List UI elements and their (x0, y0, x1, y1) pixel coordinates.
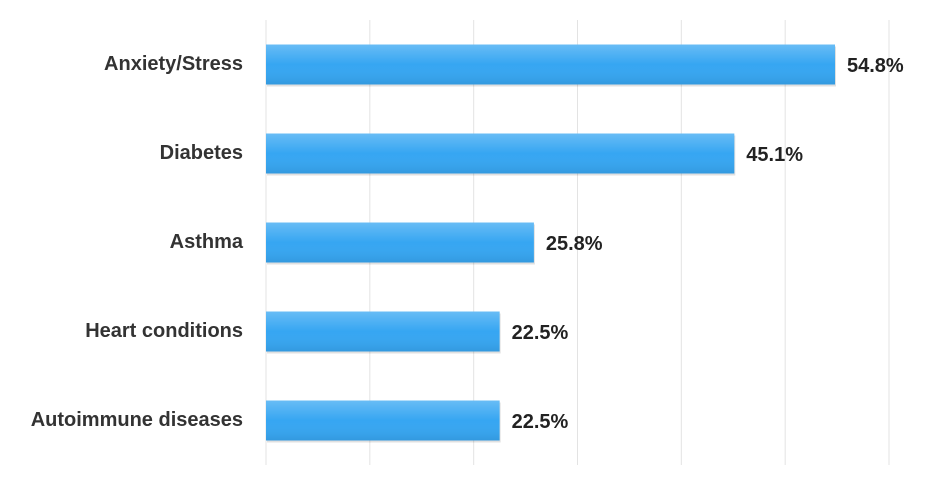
bar-shading (266, 222, 534, 263)
bar-shading (266, 44, 836, 85)
category-label: Anxiety/Stress (104, 53, 243, 75)
category-label: Autoimmune diseases (31, 409, 243, 431)
category-label: Diabetes (160, 142, 243, 164)
category-label: Heart conditions (85, 320, 243, 342)
category-label: Asthma (170, 231, 244, 253)
value-label: 25.8% (546, 233, 603, 255)
bar-shading (266, 311, 500, 352)
value-label: 54.8% (847, 55, 904, 77)
value-label: 22.5% (512, 322, 569, 344)
bar-shading (266, 133, 735, 174)
value-label: 22.5% (512, 411, 569, 433)
bar-shading (266, 400, 500, 441)
value-label: 45.1% (746, 144, 803, 166)
